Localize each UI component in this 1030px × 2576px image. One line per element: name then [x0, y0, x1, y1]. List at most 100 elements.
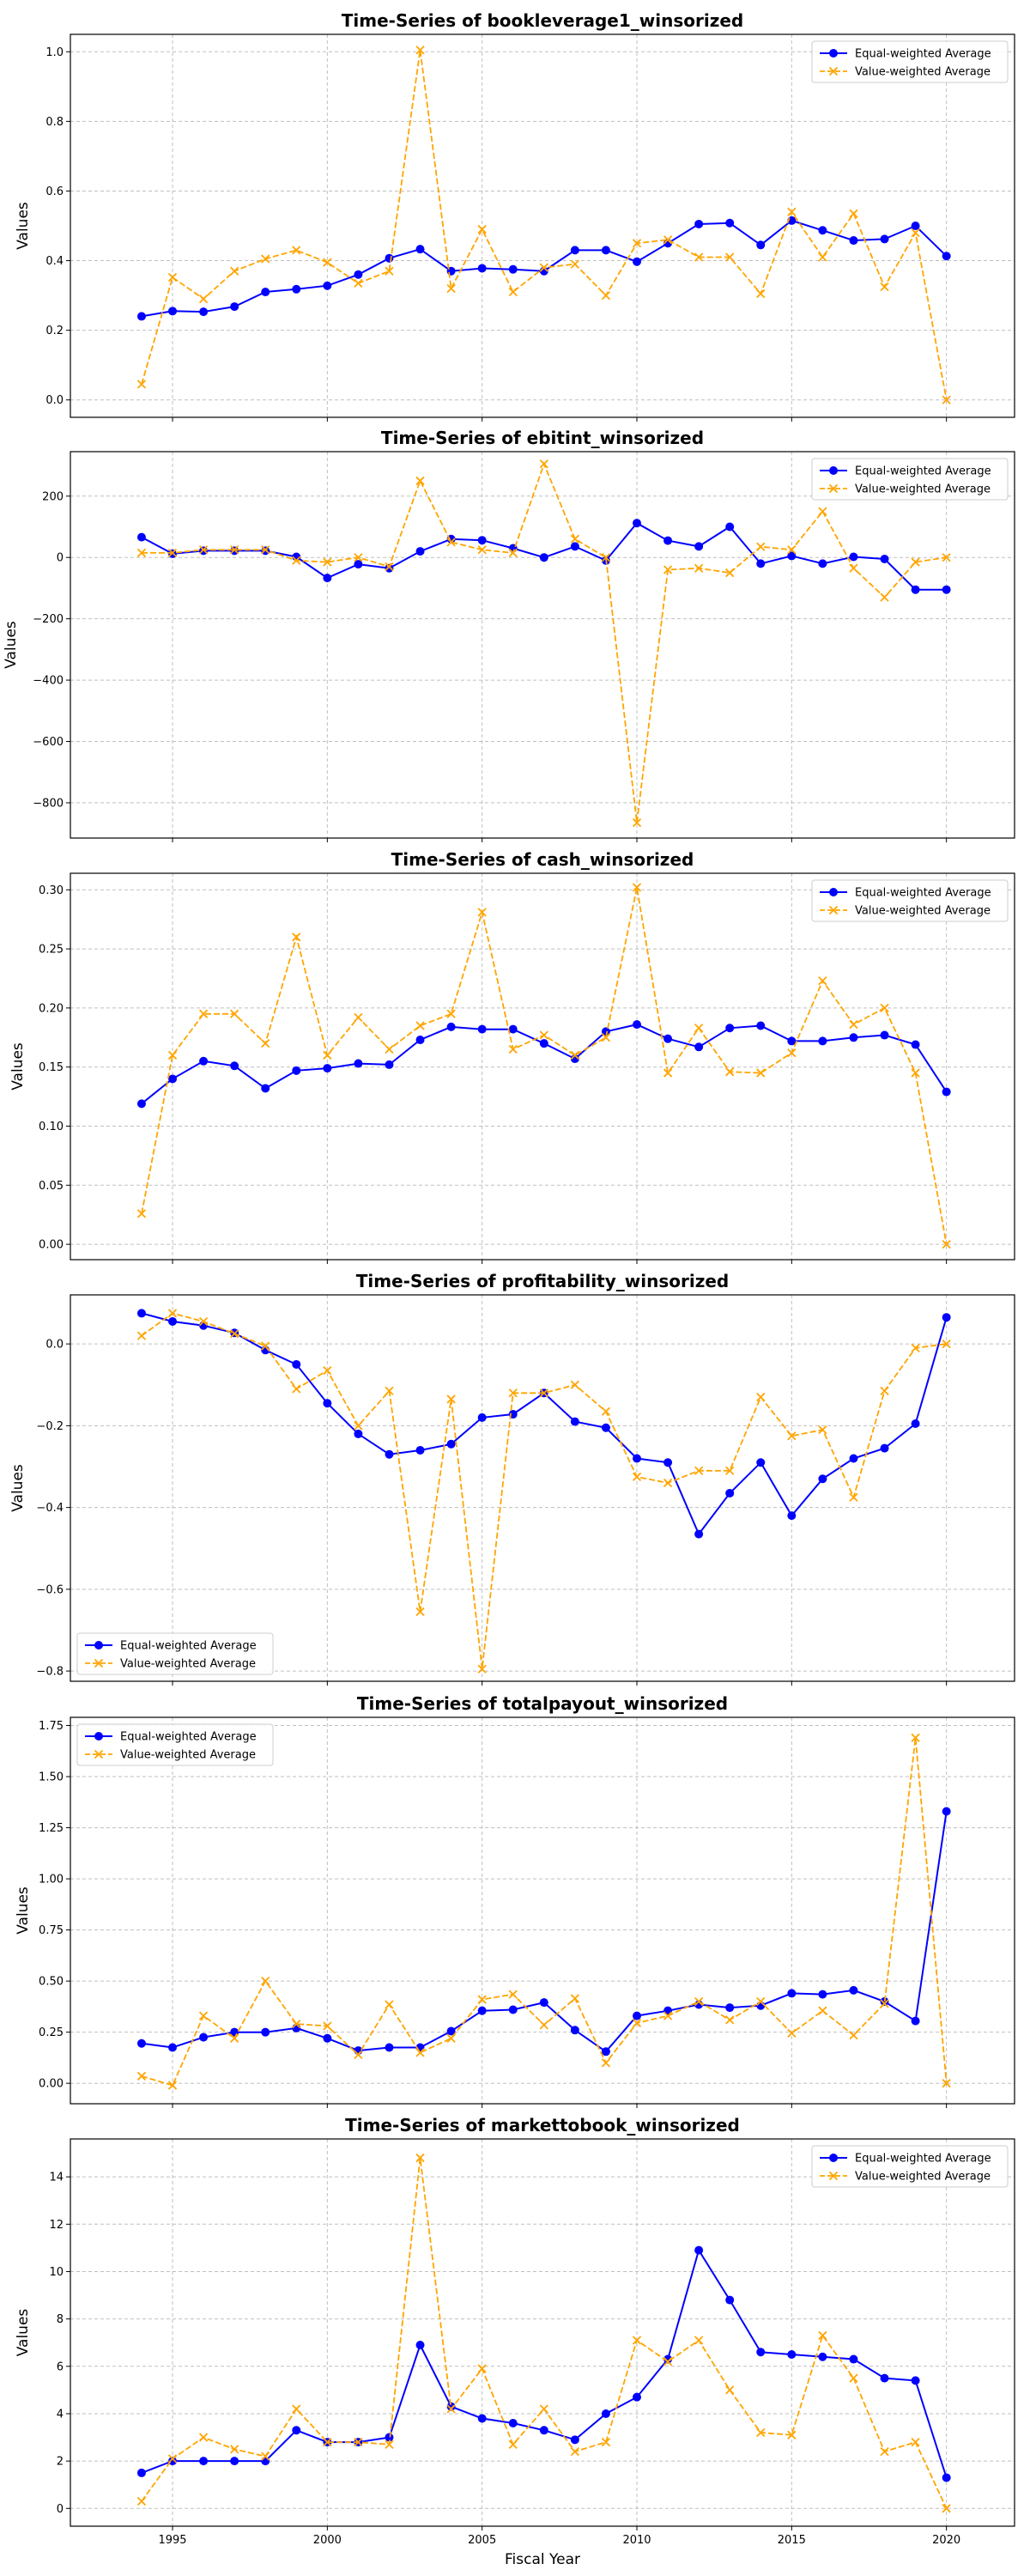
chart-title: Time-Series of bookleverage1_winsorized [342, 10, 743, 31]
data-point [942, 1239, 951, 1249]
legend-box [811, 458, 1009, 501]
data-point [911, 1733, 920, 1742]
legend-marker [94, 1641, 103, 1649]
data-point [880, 2446, 889, 2457]
data-point [787, 2430, 797, 2439]
data-point [230, 1329, 239, 1339]
data-point [787, 551, 797, 561]
data-point [849, 1985, 858, 1995]
chart-title: Time-Series of markettobook_winsorized [345, 2115, 740, 2136]
data-point [136, 2496, 147, 2506]
data-point [385, 2439, 394, 2449]
series-value-weighted [136, 459, 951, 828]
data-point [725, 1488, 735, 1498]
data-point [818, 1990, 827, 1999]
data-point [880, 2373, 889, 2383]
data-point [508, 548, 518, 557]
legend-marker [94, 1732, 103, 1741]
y-tick-label: 8 [57, 2313, 64, 2326]
series-line [141, 1312, 947, 1669]
data-point [818, 252, 827, 262]
data-point [756, 2427, 766, 2438]
y-tick-label: −800 [33, 797, 64, 810]
data-point [508, 2005, 518, 2014]
data-point [849, 209, 858, 218]
data-point [787, 2350, 797, 2360]
data-point [415, 547, 425, 556]
y-tick-label: 4 [57, 2408, 64, 2421]
data-point [136, 1209, 147, 1218]
data-point [230, 266, 239, 276]
data-point [570, 2446, 580, 2457]
data-point [167, 2454, 178, 2464]
data-point [911, 2437, 920, 2447]
data-point [354, 278, 363, 289]
data-point [415, 1607, 425, 1617]
data-point [323, 1365, 332, 1376]
data-point [199, 1056, 209, 1066]
data-point [880, 1443, 889, 1453]
legend: Equal-weighted Average Value-weighted Ave… [811, 458, 1009, 501]
data-point [323, 1050, 332, 1060]
data-point [601, 2437, 611, 2447]
y-tick-label: −200 [33, 613, 64, 626]
data-point [199, 2457, 209, 2466]
chart-panel-6: Time-Series of markettobook_winsorized 0 2… [15, 2115, 1015, 2568]
data-point [633, 2392, 641, 2402]
plot-frame [70, 451, 1015, 839]
chart-panel-4: Time-Series of profitability_winsorized −… [9, 1271, 1015, 1686]
data-point [849, 552, 858, 562]
y-tick-label: 1.75 [39, 1720, 64, 1733]
series-value-weighted [136, 1733, 951, 2090]
y-axis-label: Values [9, 1042, 27, 1091]
legend: Equal-weighted Average Value-weighted Ave… [76, 1632, 274, 1675]
y-axis-label: Values [15, 1886, 32, 1935]
data-point [354, 2437, 363, 2447]
data-point [756, 1996, 766, 2007]
data-point [539, 2020, 548, 2030]
y-tick-label: 10 [49, 2266, 64, 2279]
series-line [141, 2248, 948, 2478]
data-point [633, 519, 641, 528]
data-point [818, 2352, 827, 2361]
data-point [292, 1066, 301, 1075]
legend: Equal-weighted Average Value-weighted Ave… [76, 1723, 274, 1766]
data-point [633, 2011, 641, 2020]
data-point [570, 534, 580, 544]
data-point [539, 1998, 548, 2008]
y-tick-label: 0.75 [39, 1924, 64, 1937]
data-point [261, 2457, 270, 2466]
y-tick-label: 0.30 [39, 884, 64, 897]
chart-panel-1: Time-Series of bookleverage1_winsorized 0… [15, 10, 1015, 422]
data-point [354, 1059, 363, 1068]
y-tick-label: 0.6 [45, 185, 64, 198]
data-point [477, 545, 487, 555]
data-point [261, 1039, 270, 1048]
legend-marker [829, 49, 838, 58]
data-point [725, 252, 735, 262]
data-point [663, 2357, 673, 2366]
data-point [323, 2437, 332, 2447]
data-point [477, 264, 487, 273]
data-point [385, 1449, 394, 1459]
data-point [849, 236, 858, 246]
legend-box [811, 879, 1009, 922]
y-tick-label: 0.25 [39, 944, 64, 957]
data-point [818, 1425, 827, 1435]
data-point [136, 2038, 146, 2048]
data-point [787, 1048, 797, 1058]
data-point [601, 1423, 610, 1432]
y-tick-label: 1.0 [45, 46, 64, 59]
data-point [446, 538, 456, 547]
legend-marker [829, 466, 838, 475]
data-point [756, 1392, 766, 1402]
legend-marker [828, 2171, 839, 2181]
y-tick-label: 0.00 [39, 2078, 64, 2091]
data-point [508, 1990, 518, 1999]
series-value-weighted [136, 883, 951, 1249]
y-axis-label: Values [9, 1464, 27, 1512]
data-point [756, 1068, 766, 1078]
data-point [446, 283, 456, 294]
series-line [141, 1024, 948, 1105]
